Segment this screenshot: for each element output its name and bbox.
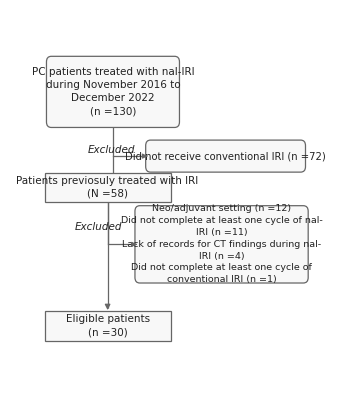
FancyBboxPatch shape <box>135 206 308 283</box>
Text: Eligible patients
(n =30): Eligible patients (n =30) <box>65 314 150 338</box>
FancyBboxPatch shape <box>45 173 171 202</box>
Text: Excluded: Excluded <box>88 145 135 155</box>
FancyBboxPatch shape <box>46 56 180 128</box>
FancyBboxPatch shape <box>45 311 171 341</box>
FancyBboxPatch shape <box>146 140 306 172</box>
Text: Patients previosuly treated with IRI
(N =58): Patients previosuly treated with IRI (N … <box>17 176 199 199</box>
Text: Did not receive conventional IRI (n =72): Did not receive conventional IRI (n =72) <box>125 151 326 161</box>
Text: Excluded: Excluded <box>74 222 122 232</box>
Text: Neo/adjuvant setting (n =12)
Did not complete at least one cycle of nal-
IRI (n : Neo/adjuvant setting (n =12) Did not com… <box>121 204 322 284</box>
Text: PC patients treated with nal-IRI
during November 2016 to
December 2022
(n =130): PC patients treated with nal-IRI during … <box>31 67 194 117</box>
